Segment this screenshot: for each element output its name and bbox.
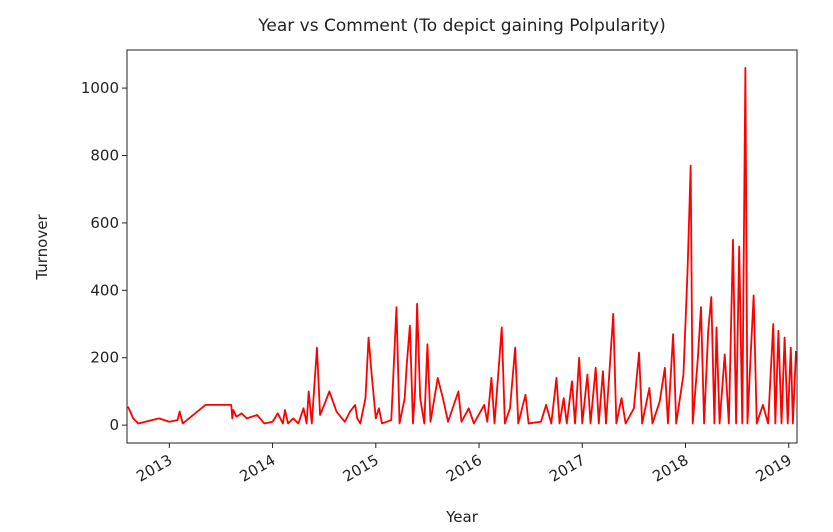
x-tick-label: 2015 bbox=[340, 451, 382, 486]
y-tick-label: 400 bbox=[90, 281, 119, 299]
plot-frame bbox=[126, 49, 798, 444]
y-tick-label: 0 bbox=[109, 416, 119, 434]
x-tick-label: 2017 bbox=[546, 451, 588, 486]
series-line bbox=[127, 66, 797, 425]
y-tick-label: 800 bbox=[90, 146, 119, 164]
x-axis-label: Year bbox=[445, 508, 479, 526]
x-tick-label: 2019 bbox=[753, 451, 795, 486]
y-tick-label: 1000 bbox=[81, 79, 119, 97]
chart-title: Year vs Comment (To depict gaining Polpu… bbox=[257, 16, 665, 36]
x-tick-label: 2018 bbox=[649, 451, 691, 486]
y-tick-label: 200 bbox=[90, 349, 119, 367]
y-axis-label: Turnover bbox=[33, 214, 51, 281]
x-tick-label: 2013 bbox=[133, 451, 175, 486]
x-tick-label: 2016 bbox=[443, 451, 485, 486]
x-tick-label: 2014 bbox=[236, 451, 278, 486]
y-tick-label: 600 bbox=[90, 214, 119, 232]
